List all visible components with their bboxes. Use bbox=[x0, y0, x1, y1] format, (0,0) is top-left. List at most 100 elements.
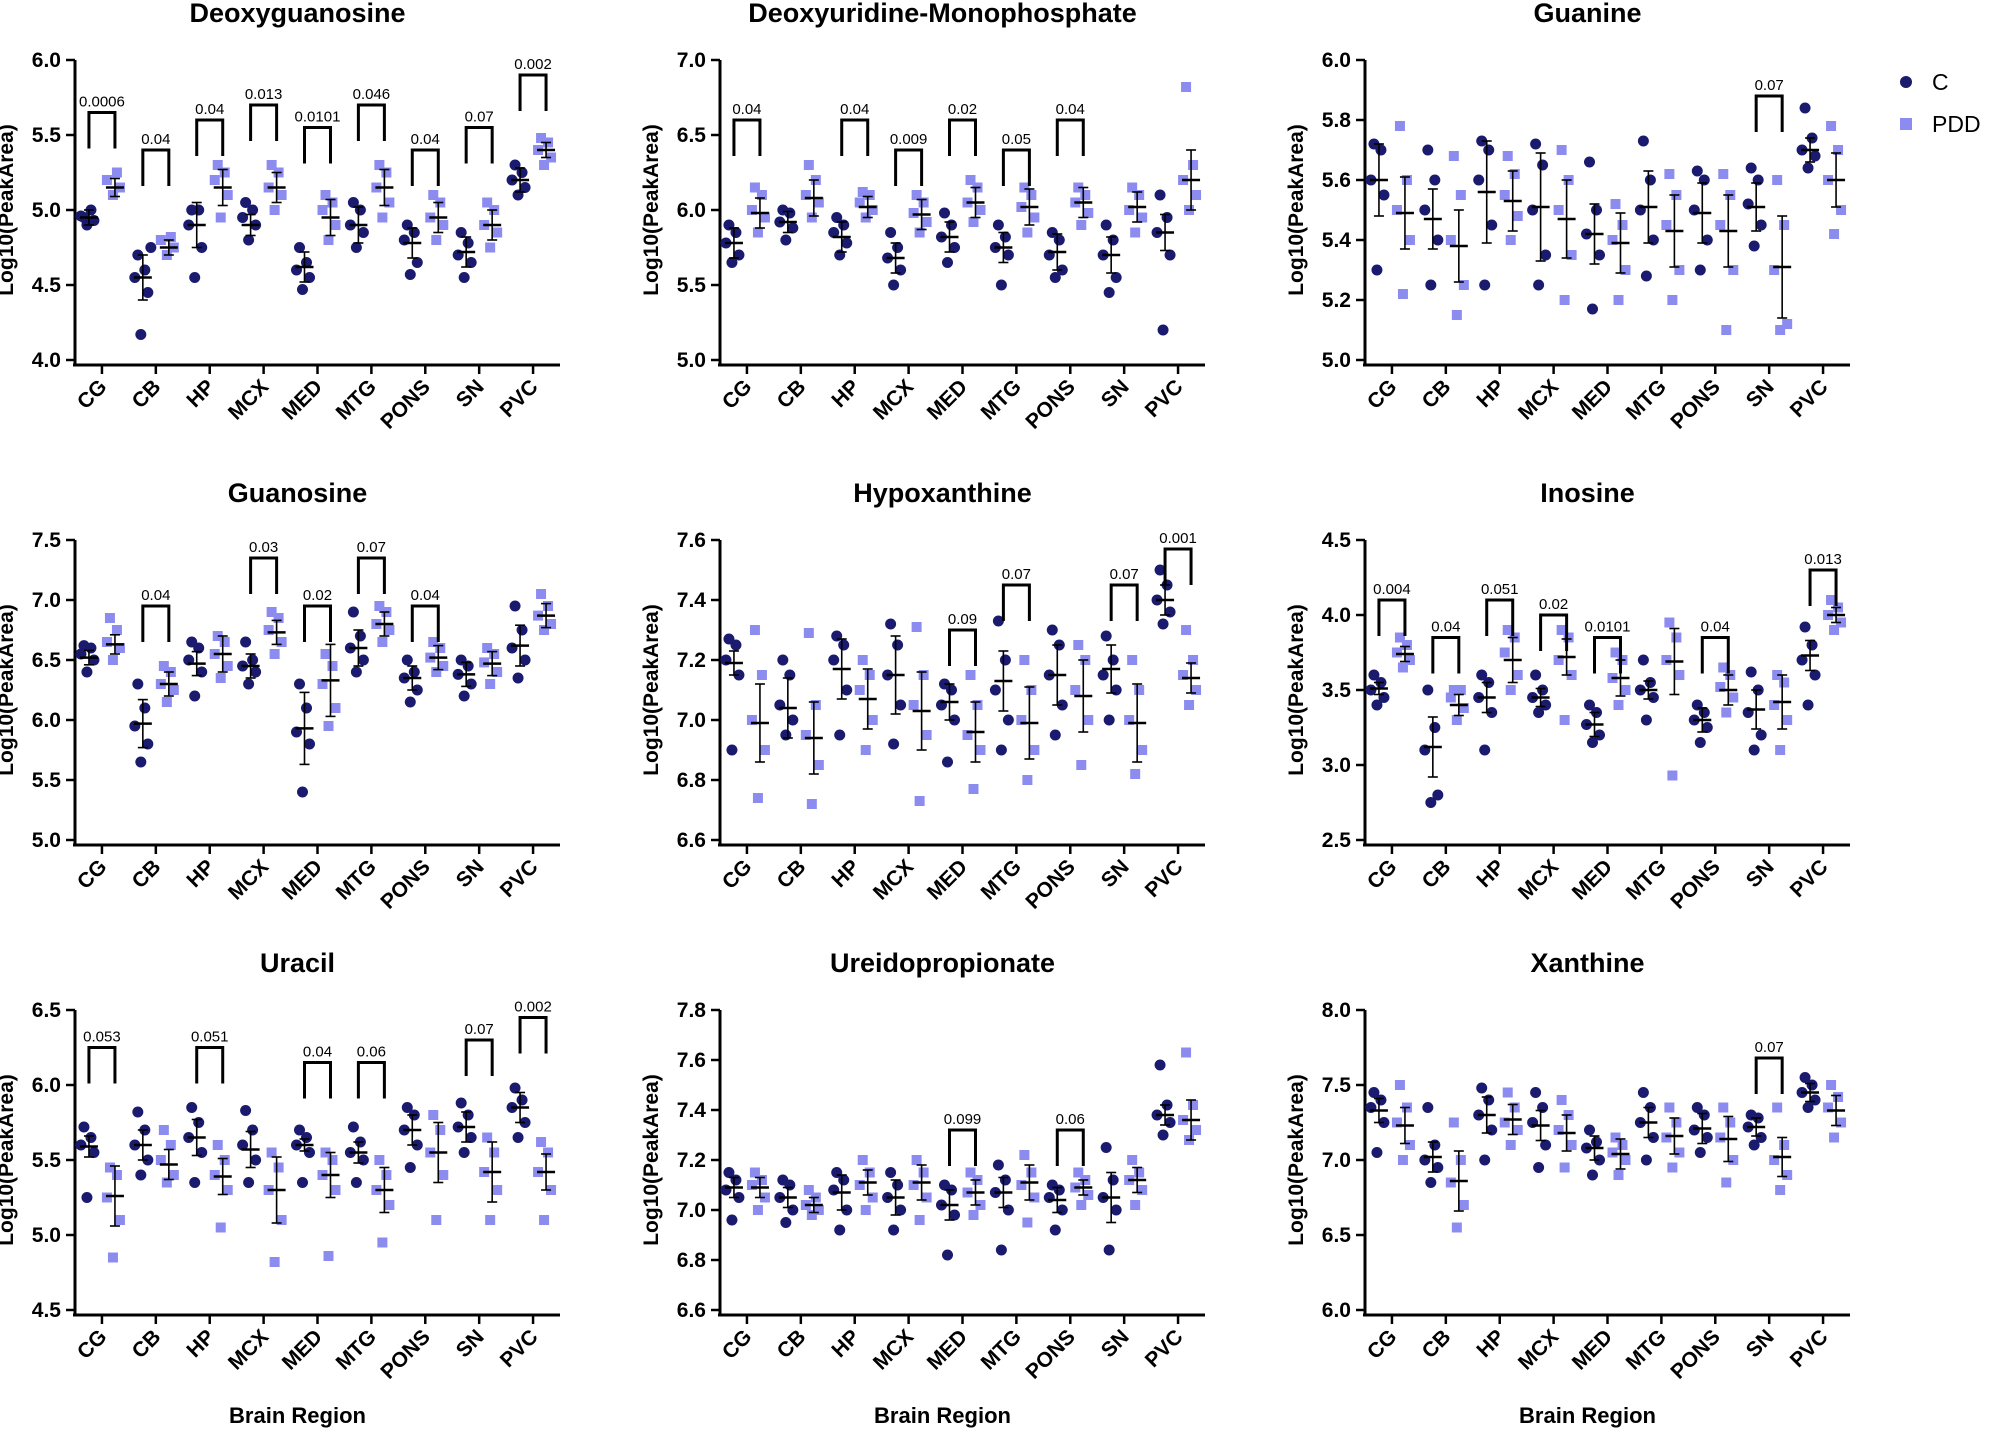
data-point-c bbox=[1584, 156, 1595, 168]
data-point-pdd bbox=[536, 133, 547, 143]
x-tick-label-pvc: PVC bbox=[1141, 855, 1188, 902]
data-point-pdd bbox=[975, 205, 986, 215]
data-point-pdd bbox=[857, 655, 868, 665]
data-point-c bbox=[1479, 1154, 1491, 1166]
data-point-c bbox=[1429, 174, 1441, 186]
data-point-c bbox=[1371, 1147, 1383, 1158]
data-point-pdd bbox=[1553, 205, 1564, 215]
significance-bracket bbox=[894, 148, 924, 186]
data-point-c bbox=[455, 1097, 467, 1109]
data-point-pdd bbox=[384, 625, 395, 635]
data-point-pdd bbox=[101, 175, 112, 185]
data-point-pdd bbox=[1509, 169, 1520, 179]
data-point-pdd bbox=[276, 190, 287, 200]
data-point-pdd bbox=[1134, 1167, 1145, 1178]
y-tick-label: 7.2 bbox=[677, 649, 706, 672]
data-point-pdd bbox=[1124, 205, 1135, 215]
x-tick-label-mtg: MTG bbox=[332, 1325, 381, 1374]
y-tick-label: 7.2 bbox=[677, 1149, 706, 1172]
x-tick-label-pvc: PVC bbox=[1786, 375, 1833, 422]
x-tick-label-cb: CB bbox=[773, 855, 811, 893]
data-point-c bbox=[1378, 189, 1390, 201]
data-point-c bbox=[1802, 162, 1814, 174]
x-tick-label-hp: HP bbox=[182, 855, 219, 892]
y-tick-label: 5.0 bbox=[32, 829, 61, 852]
data-point-c bbox=[939, 207, 950, 219]
data-point-c bbox=[458, 690, 470, 702]
data-point-pdd bbox=[482, 1132, 493, 1143]
y-tick-label: 7.0 bbox=[677, 49, 706, 72]
x-tick-label-med: MED bbox=[1568, 375, 1617, 424]
x-axis-label: Brain Region bbox=[229, 1403, 366, 1428]
data-point-c bbox=[294, 1124, 305, 1136]
data-point-c bbox=[1745, 666, 1757, 678]
data-point-c bbox=[357, 1154, 369, 1166]
data-point-c bbox=[1809, 150, 1821, 162]
y-tick-label: 7.0 bbox=[677, 709, 706, 732]
data-point-c bbox=[1691, 165, 1703, 177]
significance-bracket bbox=[1754, 94, 1784, 132]
data-point-pdd bbox=[323, 1251, 334, 1261]
data-point-c bbox=[1591, 204, 1602, 216]
data-point-pdd bbox=[800, 190, 811, 200]
data-point-c bbox=[509, 1082, 521, 1094]
data-point-pdd bbox=[803, 628, 814, 638]
data-point-pdd bbox=[968, 784, 979, 794]
data-point-c bbox=[509, 159, 521, 171]
data-point-pdd bbox=[1397, 1155, 1408, 1165]
data-point-c bbox=[831, 630, 843, 642]
data-point-c bbox=[828, 1184, 840, 1196]
data-point-c bbox=[1157, 618, 1169, 630]
significance-bracket bbox=[1754, 1056, 1784, 1094]
data-point-c bbox=[132, 1106, 144, 1118]
data-point-c bbox=[1161, 212, 1173, 223]
data-point-c bbox=[401, 1102, 413, 1113]
data-point-c bbox=[1486, 1124, 1498, 1136]
y-tick-label: 7.6 bbox=[677, 1049, 706, 1072]
data-point-pdd bbox=[1394, 1080, 1405, 1090]
y-tick-label: 7.0 bbox=[677, 1199, 706, 1222]
data-point-c bbox=[240, 197, 252, 208]
data-point-pdd bbox=[1137, 1185, 1148, 1195]
data-point-c bbox=[465, 1132, 477, 1143]
y-tick-label: 4.5 bbox=[32, 274, 62, 297]
data-point-c bbox=[1479, 744, 1491, 756]
data-point-pdd bbox=[1617, 1140, 1628, 1150]
data-point-pdd bbox=[1499, 1117, 1510, 1128]
data-point-pdd bbox=[1512, 1125, 1523, 1135]
data-point-pdd bbox=[911, 622, 922, 632]
data-point-pdd bbox=[1782, 319, 1793, 329]
significance-bracket bbox=[356, 556, 386, 594]
data-point-c bbox=[1154, 564, 1166, 576]
data-point-c bbox=[1530, 669, 1542, 681]
data-point-pdd bbox=[492, 227, 503, 238]
data-point-pdd bbox=[1782, 715, 1793, 725]
data-point-c bbox=[294, 678, 305, 690]
data-point-pdd bbox=[489, 1147, 500, 1158]
data-point-c bbox=[777, 204, 789, 216]
x-tick-label-cg: CG bbox=[1363, 855, 1402, 894]
x-axis-label: Brain Region bbox=[1519, 1403, 1656, 1428]
y-axis-label: Log10(PeakArea) bbox=[0, 604, 18, 776]
p-value-label: 0.04 bbox=[840, 101, 869, 118]
data-point-pdd bbox=[536, 589, 547, 599]
chart-panel-3: Guanine 5.0 5.2 5.4 5.6 5.8 6.0 CG CB HP MCX MED MTG… bbox=[1285, 0, 1850, 434]
data-point-c bbox=[1422, 684, 1434, 696]
data-point-c bbox=[1802, 699, 1814, 711]
data-point-c bbox=[888, 279, 900, 291]
data-point-c bbox=[1479, 279, 1491, 291]
x-tick-label-pvc: PVC bbox=[1786, 855, 1833, 902]
data-point-c bbox=[1476, 669, 1488, 681]
data-point-c bbox=[1640, 270, 1652, 282]
data-point-c bbox=[404, 1162, 416, 1173]
data-point-pdd bbox=[813, 197, 824, 208]
data-point-c bbox=[1587, 303, 1598, 315]
data-point-c bbox=[1043, 1192, 1055, 1203]
data-point-c bbox=[1486, 219, 1498, 231]
data-point-c bbox=[1049, 729, 1061, 741]
data-point-pdd bbox=[1083, 715, 1094, 725]
data-point-c bbox=[1107, 234, 1119, 246]
x-tick-label-cg: CG bbox=[718, 375, 757, 414]
data-point-c bbox=[1157, 324, 1169, 336]
data-point-pdd bbox=[543, 1147, 554, 1158]
